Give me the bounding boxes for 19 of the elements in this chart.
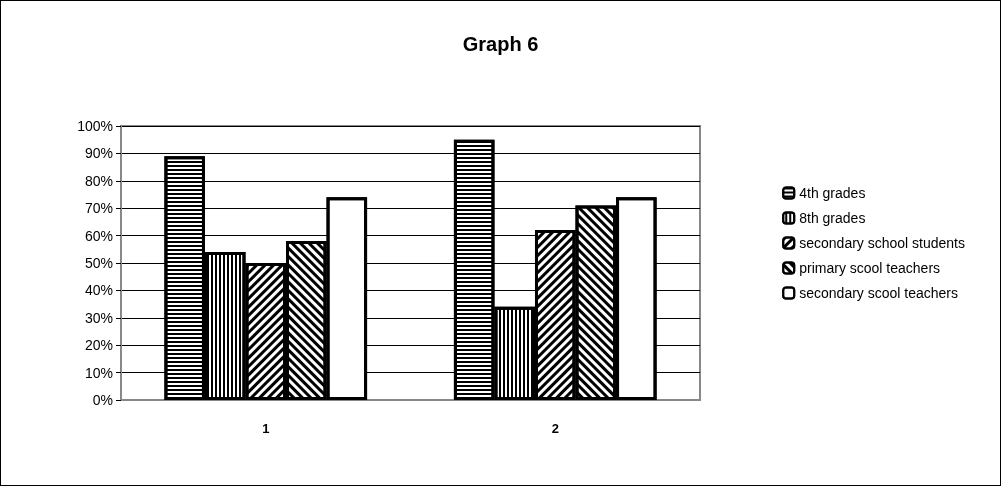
- y-tick-label: 20%: [84, 337, 113, 354]
- legend-label: primary scool teachers: [799, 260, 941, 276]
- y-tick-label: 0%: [92, 392, 113, 408]
- chart-title: Graph 6: [462, 33, 539, 55]
- x-tick-label: 2: [551, 421, 559, 436]
- y-tick-label: 60%: [84, 227, 113, 244]
- y-tick-label: 40%: [84, 282, 113, 299]
- y-tick-label: 70%: [84, 200, 113, 217]
- y-tick-label: 50%: [84, 255, 113, 271]
- x-tick-label: 1: [262, 421, 270, 436]
- legend-label: secondary scool teachers: [799, 285, 958, 301]
- y-tick-label: 90%: [84, 145, 113, 162]
- y-tick-label: 100%: [77, 118, 113, 134]
- legend-label: 4th grades: [799, 185, 866, 201]
- y-tick-label: 30%: [84, 309, 113, 326]
- y-tick-label: 80%: [84, 172, 113, 189]
- legend-label: secondary school students: [799, 235, 965, 251]
- y-tick-label: 10%: [84, 364, 113, 381]
- legend-label: 8th grades: [799, 210, 866, 226]
